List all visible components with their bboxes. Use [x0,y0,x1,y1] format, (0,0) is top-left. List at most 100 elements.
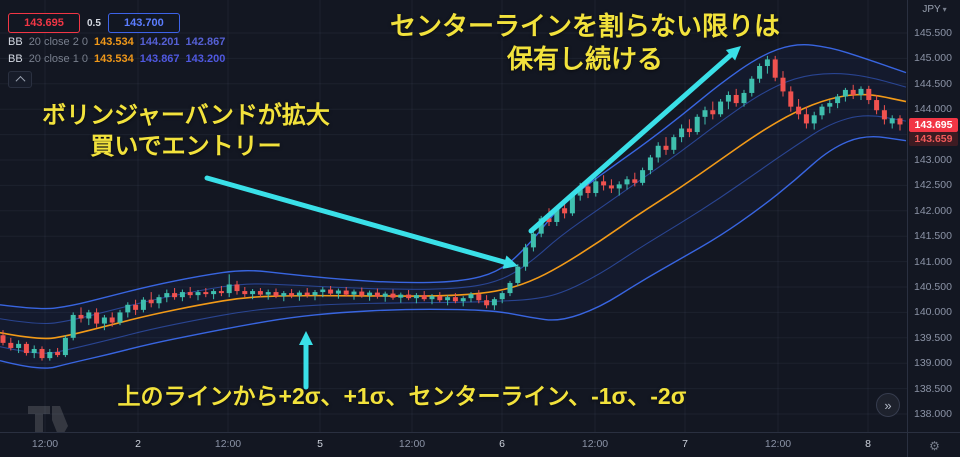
candle-body [733,94,739,104]
bollinger-fill [0,43,906,371]
tradingview-logo [28,406,68,445]
candle-body [624,179,630,185]
price-axis[interactable]: JPY ▾ 145.500 145.000 144.500 144.000 143.000… [907,0,960,432]
candle-body [109,317,115,323]
candle-body [796,106,802,115]
candle-body [530,233,536,248]
candle-body [515,266,521,283]
indicator-name: BB [8,35,23,48]
candle-body [889,118,895,124]
candle-body [764,59,770,67]
time-axis-label: 2 [135,438,141,450]
candle-body [445,297,451,301]
bands-note[interactable]: 上のラインから+2σ、+1σ、センターライン、-1σ、-2σ [118,382,687,411]
candle-body [94,312,100,324]
candle-body [179,292,185,298]
candle-body [328,289,334,294]
candle-body [172,293,178,298]
candle-body [616,184,622,189]
candle-body [211,291,217,295]
entry-arrow[interactable] [204,175,518,269]
candle-body [585,186,591,194]
axis-settings-corner[interactable]: ⚙ [907,432,960,457]
candle-body [156,297,162,304]
candle-body [398,294,404,298]
candlestick-chart[interactable] [0,0,907,432]
candle-body [335,290,341,294]
candle-body [351,291,357,295]
entry-arrow-shaft [204,175,508,265]
candle-body [133,304,139,310]
candle-body [835,96,841,104]
buy-price-button[interactable]: 143.700 [107,13,180,33]
scroll-to-latest-button[interactable]: » [876,393,900,417]
currency-selector[interactable]: JPY ▾ [908,4,960,15]
candle-body [671,137,677,150]
candle-body [257,291,263,295]
indicator-row[interactable]: BB 20 close 1 0 143.534 143.867 143.200 [8,50,225,67]
candle-body [39,348,45,359]
price-axis-label: 144.000 [914,103,952,116]
candle-body [491,299,497,306]
candle-body [281,293,287,297]
candle-body [78,314,84,319]
indicator-value: 143.867 [139,52,180,65]
candle-body [803,114,809,124]
candle-body [484,300,490,306]
gear-icon[interactable]: ⚙ [929,438,940,453]
candle-body [218,291,224,294]
candle-body [842,89,848,97]
candle-body [23,343,29,354]
candle-body [452,297,458,302]
price-axis-label: 139.500 [914,331,952,344]
sell-price-button[interactable]: 143.695 [8,13,80,33]
candle-body [663,145,669,150]
hold-note[interactable]: センターラインを割らない限りは 保有し続ける [390,10,780,77]
candle-body [874,100,880,111]
entry-note[interactable]: ボリンジャーバンドが拡大 買いでエントリー [42,101,330,162]
bands-arrow-head [299,331,313,345]
candle-body [523,247,529,267]
rally-arrow-shaft [528,52,733,234]
candle-body [819,106,825,116]
price-axis-label: 143.000 [914,154,952,166]
candle-body [499,293,505,300]
chart-plot-area[interactable]: センターラインを割らない限りは 保有し続ける ボリンジャーバンドが拡大 買いでエントリ… [0,0,907,440]
spread-value: 0.5 [87,17,101,29]
rally-arrow-head [725,46,741,61]
candle-body [562,208,568,214]
time-axis[interactable]: 12:00 2 12:00 5 12:00 6 12:00 7 12:00 8 [0,432,907,457]
bollinger-upper-2sigma [0,44,907,310]
candle-body [866,88,872,101]
candle-body [101,317,107,324]
candle-body [437,296,443,301]
price-axis-label: 141.500 [914,230,952,243]
candle-body [374,292,380,297]
chevron-up-icon [15,75,25,86]
price-axis-label: 144.500 [914,77,952,90]
time-axis-label: 12:00 [214,438,242,450]
candle-body [601,181,607,186]
bands-arrow[interactable] [299,331,313,390]
time-axis-label: 12:00 [31,438,59,450]
price-axis-label: 145.500 [914,27,952,39]
collapse-indicators-button[interactable] [8,71,32,88]
indicator-params: 20 close 1 0 [28,52,89,65]
candle-body [140,299,146,310]
rally-arrow[interactable] [528,46,741,234]
indicator-value: 143.534 [94,35,134,48]
candle-body [16,343,22,348]
time-axis-label: 12:00 [398,438,426,450]
indicator-row[interactable]: BB 20 close 2 0 143.534 144.201 142.867 [8,33,225,50]
bollinger-lower-2sigma [0,136,907,369]
candle-body [788,91,794,107]
time-axis-label: 6 [499,438,505,450]
candle-body [273,292,279,297]
indicator-value: 142.867 [185,35,226,48]
candle-body [413,295,419,299]
candle-body [858,88,864,95]
bands-note-line: 上のラインから+2σ、+1σ、センターライン、-1σ、-2σ [117,383,687,409]
candle-body [554,208,560,222]
time-axis-label: 8 [865,438,871,450]
candle-body [757,66,763,79]
